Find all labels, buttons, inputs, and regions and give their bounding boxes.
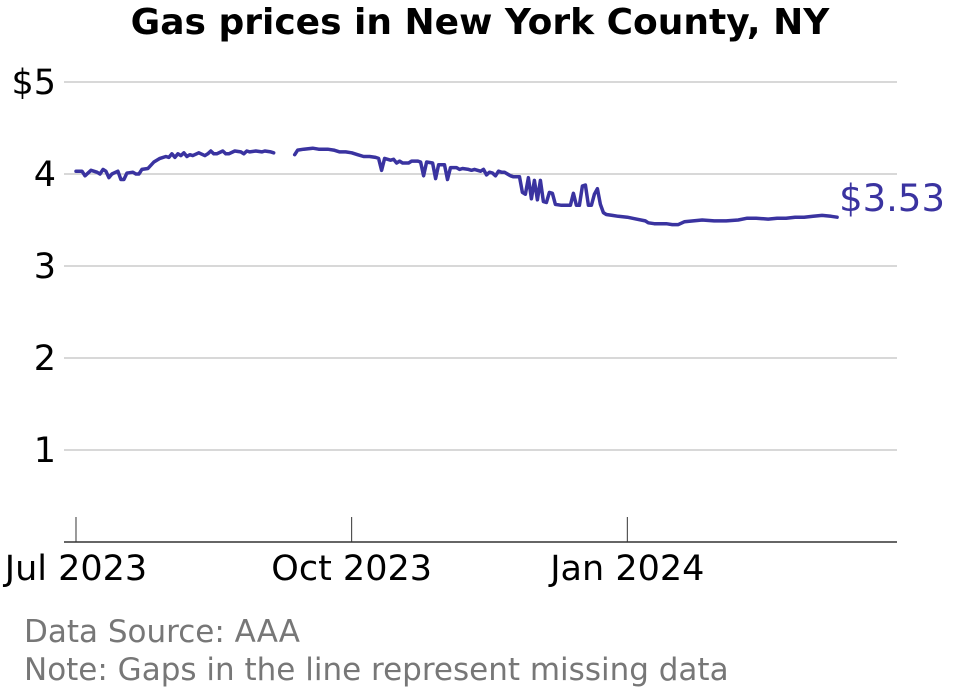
chart-title: Gas prices in New York County, NY — [130, 2, 830, 43]
y-axis-tick-labels: 1 2 3 4 $5 — [11, 63, 56, 471]
y-tick-label: 1 — [34, 431, 56, 471]
y-tick-label: $5 — [11, 63, 56, 103]
series-line — [74, 146, 839, 227]
x-axis: Jul 2023 Oct 2023 Jan 2024 — [3, 517, 897, 589]
y-tick-label: 3 — [34, 247, 56, 287]
x-tick-label: Jul 2023 — [3, 549, 147, 589]
y-tick-label: 2 — [34, 339, 56, 379]
line-chart: 1 2 3 4 $5 Jul 2023 Oct 2023 Jan 2024 $3.53 — [3, 63, 945, 589]
end-value-label-group: $3.53 — [839, 177, 945, 220]
x-tick-label: Oct 2023 — [271, 549, 432, 589]
data-source-note: Data Source: AAA — [24, 614, 300, 650]
gridlines — [64, 81, 897, 451]
series-line-segment-1 — [74, 149, 276, 182]
x-tick-label: Jan 2024 — [548, 549, 704, 589]
missing-data-note: Note: Gaps in the line represent missing… — [24, 652, 729, 688]
y-tick-label: 4 — [34, 155, 56, 195]
end-value-label: $3.53 — [839, 177, 945, 220]
series-line-segment-2 — [292, 146, 839, 227]
